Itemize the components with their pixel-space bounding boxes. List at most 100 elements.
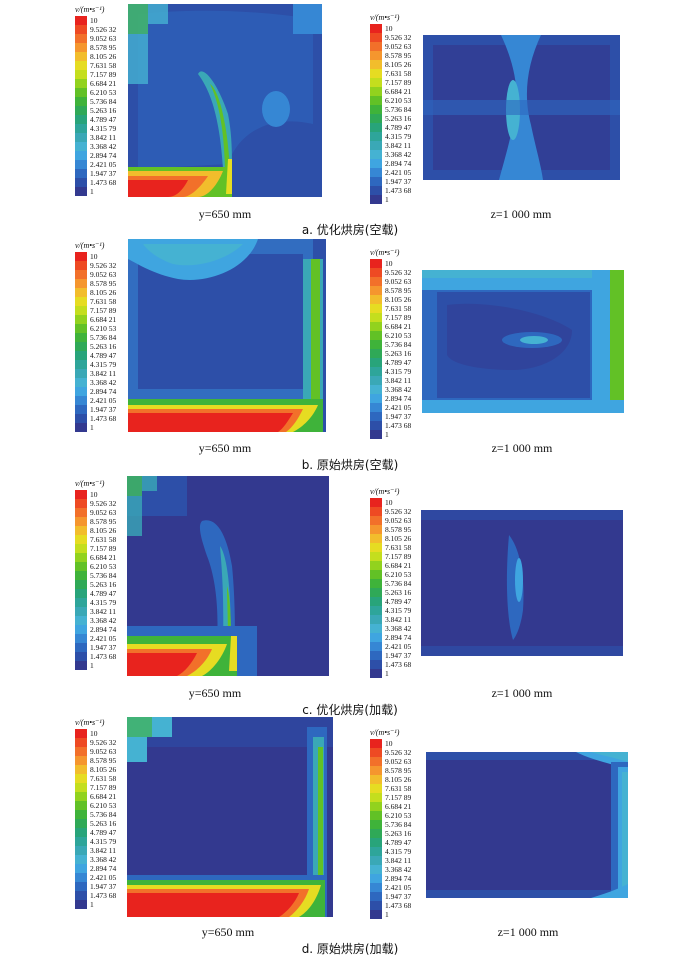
legend-tick-label: 9.526 32 bbox=[90, 25, 117, 34]
legend-swatch bbox=[370, 757, 382, 766]
legend-tick-label: 9.526 32 bbox=[90, 499, 117, 508]
legend-tick-label: 3.368 42 bbox=[385, 865, 412, 874]
legend-tick-label: 8.578 95 bbox=[385, 525, 412, 534]
legend-tick-labels: 10 9.526 32 9.052 63 8.578 95 8.105 26 7.631 … bbox=[90, 490, 116, 670]
legend-swatch bbox=[75, 97, 87, 106]
legend-swatch bbox=[370, 651, 382, 660]
legend-tick-label: 8.105 26 bbox=[385, 534, 412, 543]
legend-tick-label: 3.368 42 bbox=[90, 378, 117, 387]
legend-tick-label: 2.894 74 bbox=[385, 159, 412, 168]
legend-tick-label: 8.578 95 bbox=[385, 51, 412, 60]
figure-caption: b. 原始烘房(空载) bbox=[301, 458, 399, 472]
legend-swatch bbox=[370, 259, 382, 268]
legend-swatch bbox=[75, 52, 87, 61]
legend-tick-label: 1.947 37 bbox=[90, 643, 117, 652]
legend-swatch bbox=[370, 516, 382, 525]
legend-swatch bbox=[75, 405, 87, 414]
legend-tick-label: 8.578 95 bbox=[90, 279, 117, 288]
legend-tick-label: 6.684 21 bbox=[385, 322, 412, 331]
legend-tick-label: 5.263 16 bbox=[385, 114, 412, 123]
legend-tick-label: 9.052 63 bbox=[90, 747, 117, 756]
legend-tick-label: 5.736 84 bbox=[385, 579, 412, 588]
legend-tick-label: 6.684 21 bbox=[90, 553, 117, 562]
legend-tick-label: 9.526 32 bbox=[385, 268, 412, 277]
legend-colorbar bbox=[75, 729, 87, 909]
legend-swatch bbox=[370, 847, 382, 856]
legend-tick-label: 10 bbox=[90, 16, 98, 25]
legend-tick-label: 3.842 11 bbox=[385, 856, 411, 865]
legend-tick-label: 1.947 37 bbox=[90, 882, 117, 891]
figure-caption: d. 原始烘房(加载) bbox=[301, 942, 399, 956]
legend-tick-label: 4.315 79 bbox=[90, 837, 117, 846]
legend-swatch bbox=[370, 114, 382, 123]
legend-tick-label: 10 bbox=[90, 490, 98, 499]
legend-tick-label: 2.421 05 bbox=[90, 873, 117, 882]
legend-tick-label: 4.315 79 bbox=[90, 124, 117, 133]
legend-swatch bbox=[75, 855, 87, 864]
legend-swatch bbox=[75, 88, 87, 97]
plot-label-left: y=650 mm bbox=[198, 441, 252, 455]
legend-tick-label: 9.526 32 bbox=[385, 507, 412, 516]
legend-tick-label: 7.157 89 bbox=[385, 78, 412, 87]
legend-tick-label: 9.526 32 bbox=[90, 738, 117, 747]
legend-swatch bbox=[370, 829, 382, 838]
legend-tick-label: 1.473 68 bbox=[90, 891, 117, 900]
legend-swatch bbox=[75, 324, 87, 333]
legend-swatch bbox=[370, 892, 382, 901]
legend-tick-label: 8.105 26 bbox=[90, 765, 117, 774]
legend-tick-labels: 10 9.526 32 9.052 63 8.578 95 8.105 26 7.631 … bbox=[385, 259, 411, 439]
legend-tick-label: 5.263 16 bbox=[385, 349, 412, 358]
legend-swatch bbox=[370, 87, 382, 96]
legend-swatch bbox=[370, 865, 382, 874]
legend-tick-label: 7.631 58 bbox=[385, 543, 412, 552]
legend-colorbar bbox=[370, 24, 382, 204]
legend-tick-label: 6.684 21 bbox=[385, 87, 412, 96]
legend-tick-label: 8.578 95 bbox=[90, 756, 117, 765]
legend-tick-label: 3.368 42 bbox=[385, 624, 412, 633]
legend-swatch bbox=[370, 802, 382, 811]
legend-tick-label: 7.157 89 bbox=[90, 783, 117, 792]
legend-tick-label: 1 bbox=[385, 910, 389, 919]
legend-swatch bbox=[370, 286, 382, 295]
legend-tick-label: 2.894 74 bbox=[385, 394, 412, 403]
legend-tick-label: 9.052 63 bbox=[385, 277, 412, 286]
legend-swatch bbox=[75, 562, 87, 571]
legend-tick-label: 3.842 11 bbox=[90, 369, 116, 378]
legend-swatch bbox=[75, 124, 87, 133]
legend-tick-label: 7.157 89 bbox=[385, 793, 412, 802]
legend-tick-label: 8.578 95 bbox=[90, 517, 117, 526]
legend-tick-label: 7.631 58 bbox=[90, 297, 117, 306]
legend-swatch bbox=[75, 333, 87, 342]
plot-label-right: z=1 000 mm bbox=[497, 925, 559, 939]
legend-swatch bbox=[370, 543, 382, 552]
legend-swatch bbox=[370, 570, 382, 579]
legend-tick-labels: 10 9.526 32 9.052 63 8.578 95 8.105 26 7.631 … bbox=[90, 729, 116, 909]
legend-unit: v/(m•s⁻¹) bbox=[370, 728, 400, 737]
legend-tick-label: 10 bbox=[385, 498, 393, 507]
contour-plot-z1000 bbox=[421, 510, 623, 656]
legend-tick-label: 3.842 11 bbox=[90, 846, 116, 855]
legend-swatch bbox=[370, 624, 382, 633]
legend-unit: v/(m•s⁻¹) bbox=[75, 479, 105, 488]
legend-tick-label: 9.526 32 bbox=[90, 261, 117, 270]
legend-tick-label: 7.631 58 bbox=[385, 784, 412, 793]
legend-swatch bbox=[75, 261, 87, 270]
legend-tick-labels: 10 9.526 32 9.052 63 8.578 95 8.105 26 7.631 … bbox=[385, 498, 411, 678]
legend-swatch bbox=[370, 525, 382, 534]
legend-tick-label: 4.315 79 bbox=[385, 367, 412, 376]
legend-swatch bbox=[370, 669, 382, 678]
legend-tick-label: 4.789 47 bbox=[385, 597, 412, 606]
legend-tick-label: 10 bbox=[385, 739, 393, 748]
plot-label-left: y=650 mm bbox=[198, 207, 252, 221]
legend-tick-label: 3.842 11 bbox=[90, 133, 116, 142]
legend-tick-label: 5.263 16 bbox=[90, 580, 117, 589]
legend-swatch bbox=[370, 313, 382, 322]
figure-caption: c. 优化烘房(加载) bbox=[302, 703, 398, 717]
legend-swatch bbox=[370, 910, 382, 919]
legend-swatch bbox=[75, 544, 87, 553]
legend-swatch bbox=[75, 864, 87, 873]
legend-swatch bbox=[75, 306, 87, 315]
legend-swatch bbox=[370, 883, 382, 892]
legend-tick-label: 1.947 37 bbox=[90, 405, 117, 414]
legend-swatch bbox=[370, 430, 382, 439]
